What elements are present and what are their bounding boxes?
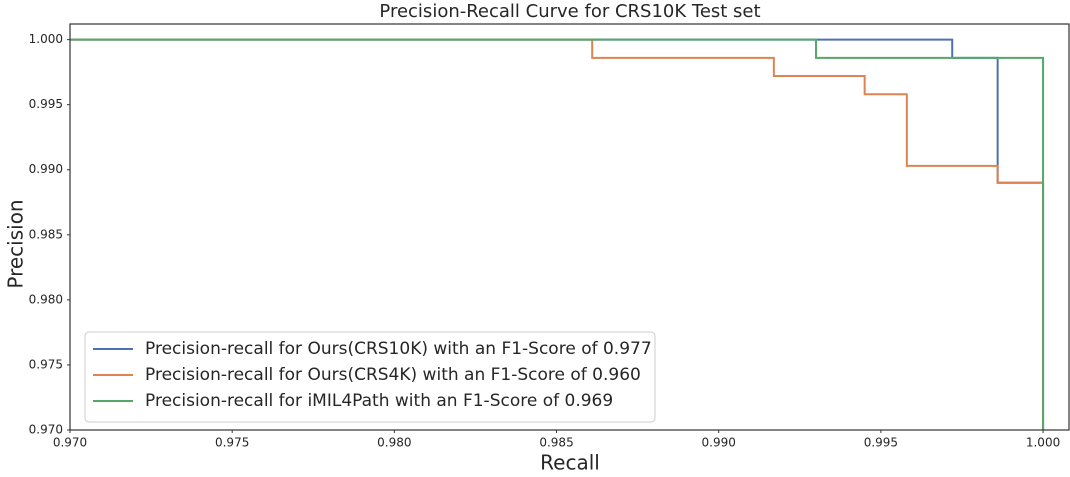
x-tick-label: 0.995 bbox=[864, 436, 898, 450]
y-tick-label: 0.995 bbox=[29, 97, 63, 111]
y-tick-label: 0.980 bbox=[29, 292, 63, 306]
x-tick-label: 1.000 bbox=[1026, 436, 1060, 450]
y-tick-label: 0.985 bbox=[29, 227, 63, 241]
y-axis-label: Precision bbox=[4, 199, 28, 288]
plot-frame bbox=[69, 23, 1070, 431]
x-tick-label: 0.975 bbox=[215, 436, 249, 450]
legend-label: Precision-recall for iMIL4Path with an F… bbox=[145, 391, 613, 411]
legend-label: Precision-recall for Ours(CRS4K) with an… bbox=[145, 365, 641, 385]
y-tick-label: 1.000 bbox=[29, 32, 63, 46]
series-line bbox=[70, 38, 1045, 430]
chart-title: Precision-Recall Curve for CRS10K Test s… bbox=[379, 1, 760, 22]
y-tick-label: 0.990 bbox=[29, 162, 63, 176]
y-tick-label: 0.975 bbox=[29, 357, 63, 371]
x-axis-label: Recall bbox=[540, 451, 600, 475]
x-tick-label: 0.990 bbox=[702, 436, 736, 450]
x-tick-label: 0.985 bbox=[539, 436, 573, 450]
series-line bbox=[70, 38, 1045, 430]
y-tick-label: 0.970 bbox=[29, 423, 63, 437]
x-tick-label: 0.980 bbox=[377, 436, 411, 450]
x-tick-label: 0.970 bbox=[53, 436, 87, 450]
legend-label: Precision-recall for Ours(CRS10K) with a… bbox=[145, 339, 652, 359]
legend-box bbox=[84, 331, 656, 423]
